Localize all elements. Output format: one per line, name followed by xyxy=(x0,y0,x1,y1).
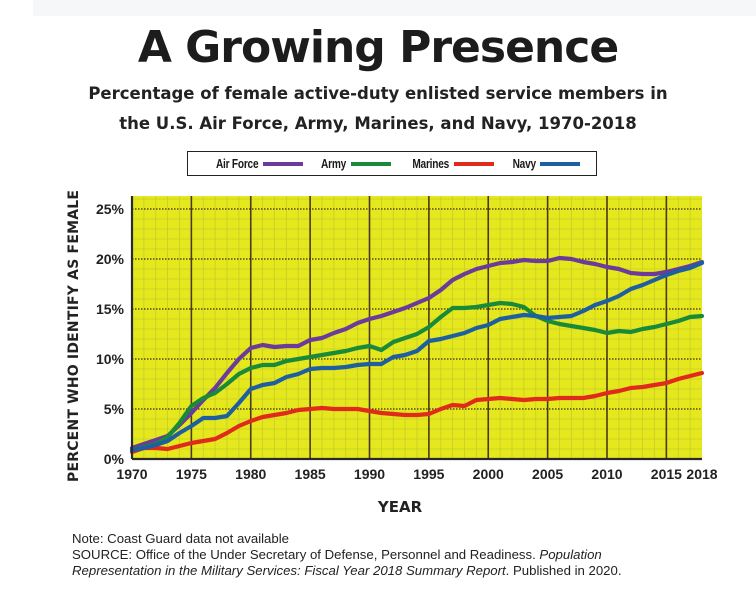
y-axis-label: PERCENT WHO IDENTIFY AS FEMALE xyxy=(66,189,82,482)
chart-subtitle-line-1: Percentage of female active-duty enliste… xyxy=(88,84,668,103)
source-suffix: . Published in 2020. xyxy=(505,563,622,578)
source-title-b: Representation in the Military Services:… xyxy=(72,563,506,578)
legend-label-army: Army xyxy=(321,156,347,171)
x-tick-label: 1985 xyxy=(295,466,326,482)
legend-swatch-marines xyxy=(454,161,495,166)
y-tick-label: 20% xyxy=(96,251,125,267)
x-tick-label: 2005 xyxy=(532,466,563,482)
series-line-marines xyxy=(129,370,705,455)
x-tick-labels: 1970 1975 1980 1985 1990 1995 2000 2005 2010 2015… xyxy=(116,466,717,482)
x-axis-label: YEAR xyxy=(377,498,423,516)
legend-item-army: Army xyxy=(314,156,392,171)
x-tick-label: 1990 xyxy=(354,466,385,482)
series-lines xyxy=(129,255,705,455)
legend-swatch-army xyxy=(351,161,392,166)
x-tick-label: 2015 xyxy=(651,466,682,482)
source-citation: SOURCE: Office of the Under Secretary of… xyxy=(72,547,622,579)
note-coast-guard: Note: Coast Guard data not available xyxy=(72,531,289,546)
x-tick-label: 2010 xyxy=(591,466,622,482)
footnote: Note: Coast Guard data not available SOU… xyxy=(72,531,622,579)
legend-item-navy: Navy xyxy=(506,156,581,171)
series-line-army xyxy=(129,300,705,453)
legend-swatch-navy xyxy=(540,161,581,166)
legend-item-marines: Marines xyxy=(402,156,495,171)
source-title-a: Population xyxy=(539,547,602,562)
source-prefix: SOURCE: Office of the Under Secretary of… xyxy=(72,547,540,562)
y-tick-label: 10% xyxy=(96,351,125,367)
y-tick-label: 0% xyxy=(104,451,125,467)
y-tick-labels: 0% 5% 10% 15% 20% 25% xyxy=(96,201,125,467)
y-tick-label: 15% xyxy=(96,301,125,317)
x-tick-label: 1975 xyxy=(176,466,207,482)
series-line-air-force xyxy=(129,255,705,451)
x-tick-label: 1980 xyxy=(235,466,266,482)
chart-title: A Growing Presence xyxy=(137,22,619,73)
y-tick-label: 5% xyxy=(104,401,125,417)
x-tick-label: 1995 xyxy=(413,466,444,482)
legend: Air Force Army Marines Navy xyxy=(187,151,597,176)
axes xyxy=(130,196,702,461)
legend-swatch-air-force xyxy=(262,161,303,166)
legend-label-air-force: Air Force xyxy=(215,156,259,171)
legend-label-navy: Navy xyxy=(512,156,536,171)
series-line-navy xyxy=(129,260,705,453)
x-tick-label: 1970 xyxy=(116,466,147,482)
top-band xyxy=(33,0,756,16)
x-tick-label: 2018 xyxy=(686,466,717,482)
x-tick-label: 2000 xyxy=(473,466,504,482)
legend-item-air-force: Air Force xyxy=(204,156,303,171)
chart-subtitle-line-2: the U.S. Air Force, Army, Marines, and N… xyxy=(119,114,637,133)
legend-label-marines: Marines xyxy=(412,156,450,171)
y-tick-label: 25% xyxy=(96,201,125,217)
